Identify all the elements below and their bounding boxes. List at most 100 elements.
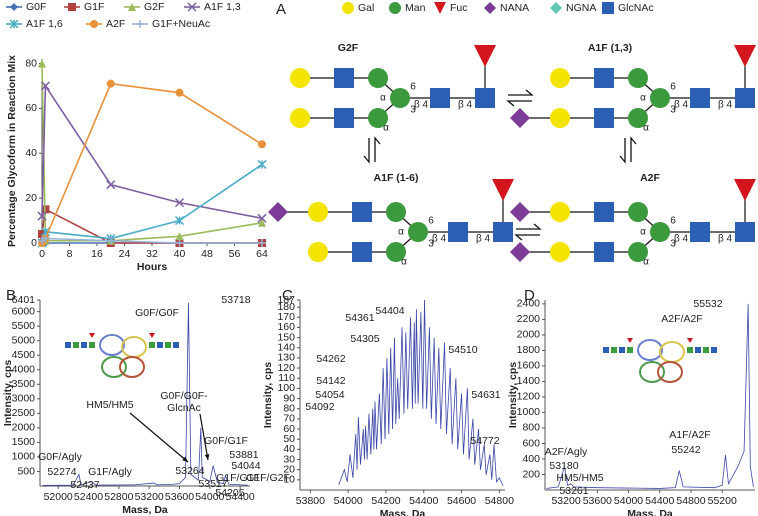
linkage-label: α: [640, 227, 646, 238]
peak-mass-label: 52437: [70, 479, 99, 491]
y-tick-label: 3000: [12, 393, 36, 405]
glycan-glcnac: [352, 242, 372, 262]
glycan-gal: [308, 242, 328, 262]
peak-mass-label: 54510: [448, 344, 477, 356]
marker: [174, 216, 185, 226]
glycan-title: A1F (1-6): [374, 172, 419, 184]
mini-fuc: [687, 338, 693, 343]
x-tick-label: 54000: [195, 491, 224, 503]
peak-annotation: G1F/G1F: [216, 472, 260, 484]
glycan-man: [628, 242, 648, 262]
y-tick-label: 6000: [12, 305, 36, 317]
x-tick-label: 52800: [104, 491, 133, 503]
glycan-nana: [268, 202, 288, 222]
x-tick-label: 53600: [165, 491, 194, 503]
glycan-man: [628, 68, 648, 88]
glycan-glcnac: [430, 88, 450, 108]
linkage-label: α: [401, 257, 407, 268]
marker: [128, 3, 136, 11]
peak-annotation: A1F/A2F: [669, 429, 710, 441]
glycan-gal: [290, 68, 310, 88]
x-tick-label: 0: [39, 248, 45, 260]
mini-glycan: [627, 347, 633, 353]
y-tick-label: 1400: [517, 375, 541, 387]
peak-annotation: G0F/G1F: [204, 435, 248, 447]
peak-annotation: HM5/HM5: [556, 472, 603, 484]
y-tick-label: 1600: [517, 360, 541, 372]
y-tick-label: 130: [277, 352, 295, 364]
x-tick-label: 54800: [485, 495, 514, 507]
peak-mass-label: 55242: [671, 444, 700, 456]
marker: [174, 198, 185, 208]
peak-annotation: A2F/Agly: [545, 446, 588, 458]
y-tick-label: 1500: [12, 436, 36, 448]
series-line: [41, 83, 263, 220]
y-tick-label: 2500: [12, 407, 36, 419]
mini-glycan: [65, 342, 71, 348]
y-tick-label: 4000: [12, 364, 36, 376]
x-tick-label: 54000: [614, 495, 643, 507]
series-line: [338, 299, 504, 487]
glycan-glcnac: [594, 68, 614, 88]
x-tick-label: 53600: [583, 495, 612, 507]
glycan-man: [389, 2, 401, 14]
legend-label: G0F: [26, 1, 46, 13]
glycan-gal: [550, 108, 570, 128]
mini-glycan: [695, 347, 701, 353]
peak-mass-label: 54044: [231, 460, 260, 472]
linkage-label: β 4: [674, 100, 689, 111]
peak-mass-label: 54092: [305, 401, 334, 413]
x-tick-label: 55200: [708, 495, 737, 507]
glycan-glcnac: [448, 222, 468, 242]
glycan-nana: [484, 2, 496, 14]
marker: [257, 159, 267, 169]
mini-fuc: [89, 333, 95, 338]
mini-glycan: [149, 342, 155, 348]
glycan-man: [368, 68, 388, 88]
linkage-label: 6: [410, 82, 416, 93]
glycan-man: [386, 202, 406, 222]
y-tick-label: 5500: [12, 320, 36, 332]
peak-mass-label: 53261: [559, 485, 588, 497]
equilibrium-arrow: [514, 223, 542, 241]
marker: [10, 3, 18, 11]
peak-mass-label: 55532: [693, 298, 722, 310]
y-axis-label: Intensity, cps: [262, 362, 274, 428]
linkage-label: β 4: [458, 100, 473, 111]
glycan-glcnac: [334, 68, 354, 88]
marker: [38, 230, 46, 239]
peak-mass-label: 54772: [470, 435, 499, 447]
legend-label: A1F 1,6: [26, 18, 63, 30]
x-tick-label: 40: [174, 248, 186, 260]
marker: [106, 79, 115, 88]
linkage-label: β 4: [476, 234, 491, 245]
series-line: [43, 302, 248, 486]
mini-glycan: [603, 347, 609, 353]
marker: [40, 81, 50, 91]
x-tick-label: 54400: [226, 491, 255, 503]
series-line: [546, 303, 754, 489]
linkage-label: α: [643, 257, 649, 268]
y-tick-label: 80: [283, 402, 295, 414]
linkage-label: 3: [670, 105, 676, 116]
mini-glycan: [711, 347, 717, 353]
peak-annotation: A2F/A2F: [661, 313, 702, 325]
linkage-label: α: [640, 93, 646, 104]
glycan-gal: [550, 242, 570, 262]
linkage-label: α: [380, 93, 386, 104]
y-tick-label: 10: [283, 474, 295, 486]
mini-glycan: [173, 342, 179, 348]
y-tick-label: 4500: [12, 349, 36, 361]
glycan-fuc: [734, 45, 756, 67]
peak-annotation: GlcnAc: [167, 402, 201, 414]
y-tick-label: 187: [277, 294, 295, 306]
x-tick-label: 52400: [74, 491, 103, 503]
y-tick-label: 400: [522, 453, 540, 465]
series-line: [41, 163, 263, 244]
y-tick-label: 2000: [517, 329, 541, 341]
arrow: [129, 412, 189, 463]
marker: [41, 234, 50, 243]
glycan-man: [650, 222, 670, 242]
glycan-ngna: [550, 2, 562, 14]
x-tick-label: 16: [91, 248, 103, 260]
